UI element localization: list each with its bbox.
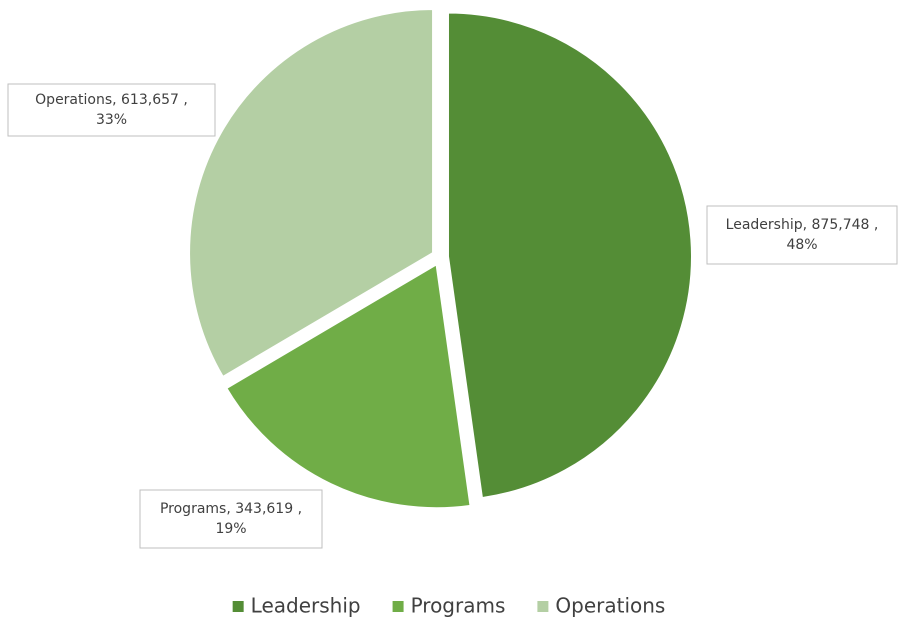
legend-label: Operations (555, 594, 665, 618)
data-label-box (7, 83, 216, 137)
data-label-line: 48% (786, 237, 817, 253)
data-label: Operations, 613,657 , 33% (35, 92, 188, 128)
legend-swatch (392, 601, 404, 612)
data-label-line: 19% (215, 521, 246, 537)
data-label-line: Operations, 613,657 , (35, 92, 188, 108)
data-label-line: Programs, 343,619 , (160, 501, 302, 517)
legend-item: Leadership (232, 594, 361, 618)
pie-slice (224, 262, 472, 510)
legend-label: Programs (411, 594, 506, 618)
pie-slice (188, 8, 435, 379)
legend-item: Operations (537, 594, 665, 618)
legend-swatch (232, 601, 244, 612)
data-label: Leadership, 875,748 , 48% (726, 217, 879, 253)
data-label-box (139, 489, 323, 549)
legend-swatch (537, 601, 549, 612)
data-label-box (706, 205, 898, 265)
pie-slice (446, 11, 693, 500)
data-label: Programs, 343,619 , 19% (160, 501, 302, 537)
legend-item: Programs (392, 594, 506, 618)
data-label-line: Leadership, 875,748 , (726, 217, 879, 233)
data-label-line: 33% (96, 112, 127, 128)
legend-label: Leadership (251, 594, 361, 618)
